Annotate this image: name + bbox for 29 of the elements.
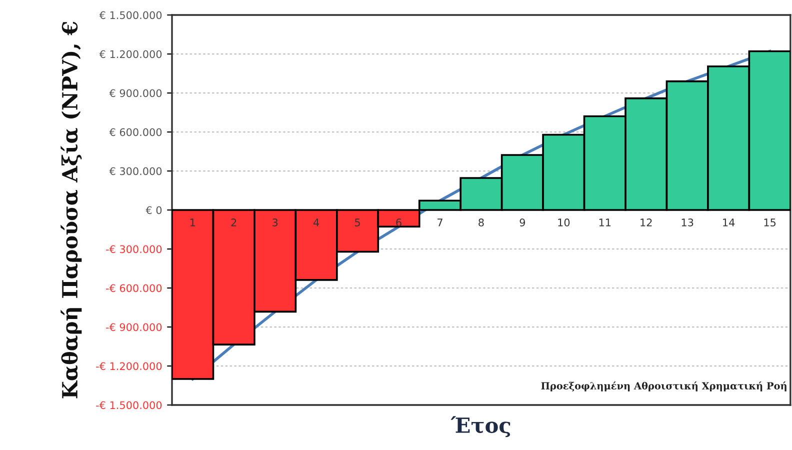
x-tick-label: 3 <box>272 218 278 226</box>
x-tick-label: 5 <box>355 218 360 226</box>
y-tick-label: -€ 300.000 <box>106 245 162 254</box>
y-tick-label: -€ 1.200.000 <box>96 362 162 370</box>
x-tick-label: 7 <box>438 218 442 226</box>
x-tick-label: 12 <box>640 218 652 226</box>
x-axis-title: Έτος <box>450 416 510 438</box>
x-tick-label: 10 <box>558 218 570 226</box>
annotation: Προεξοφλημένη Αθροιστική Χρηματική Ροή <box>541 382 786 392</box>
x-tick-label: 8 <box>478 218 484 226</box>
y-tick-label: € 600.000 <box>109 128 162 136</box>
y-tick-label: € 900.000 <box>109 89 162 98</box>
x-tick-label: 1 <box>190 218 195 226</box>
x-tick-label: 4 <box>313 218 320 226</box>
y-tick-label: € 1.200.000 <box>99 50 162 58</box>
y-tick-label: -€ 600.000 <box>106 284 162 292</box>
y-tick-label: € 0 <box>146 206 162 214</box>
y-axis-title: Καθαρή Παρούσα Αξία (NPV), € <box>60 22 82 398</box>
x-tick-label: 11 <box>599 218 611 226</box>
y-tick-label: € 1.500.000 <box>99 11 162 20</box>
x-tick-label: 14 <box>723 218 735 226</box>
x-tick-label: 2 <box>231 218 236 226</box>
y-tick-label: -€ 1.500.000 <box>96 401 162 410</box>
y-tick-label: € 300.000 <box>109 167 162 176</box>
y-tick-label: -€ 900.000 <box>106 323 162 332</box>
x-tick-label: 15 <box>764 218 776 226</box>
x-tick-label: 6 <box>396 218 402 226</box>
x-tick-label: 13 <box>682 218 694 226</box>
x-tick-label: 9 <box>520 218 526 226</box>
